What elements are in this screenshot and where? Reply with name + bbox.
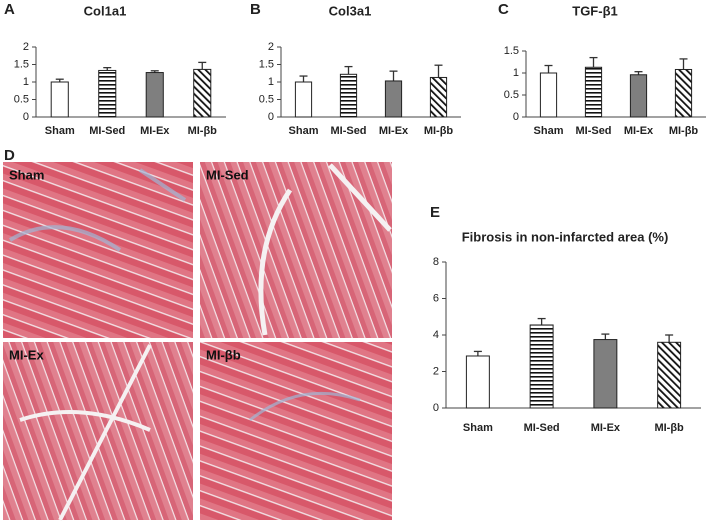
x-tick-label: MI-Ex (591, 422, 621, 434)
x-tick-label: MI-Ex (140, 125, 170, 137)
y-tick-label: 4 (433, 329, 439, 341)
bar (539, 72, 558, 118)
chart-title: Fibrosis in non-infarcted area (%) (462, 229, 669, 244)
chart-title: Col1a1 (84, 3, 127, 18)
y-tick-label: 8 (433, 256, 439, 268)
histology-panel: D Sham MI-Sed MI-Ex MI-βb (3, 147, 392, 521)
x-tick-label: Sham (45, 125, 75, 137)
y-tick-label: 1 (513, 67, 519, 79)
bar (657, 341, 682, 409)
image-label: MI-Ex (9, 347, 44, 362)
histology-texture (19, 344, 152, 521)
x-tick-label: MI-βb (188, 125, 218, 137)
x-tick-label: Sham (289, 125, 319, 137)
bar (429, 76, 448, 118)
y-tick-label: 2 (268, 41, 274, 53)
y-tick-label: 2 (23, 41, 29, 53)
x-tick-label: MI-Ex (624, 125, 654, 137)
panel-letter: D (4, 147, 15, 164)
panel-letter: C (498, 1, 509, 18)
y-tick-label: 0 (513, 111, 519, 123)
x-tick-label: MI-βb (424, 125, 454, 137)
panel-letter: A (4, 1, 15, 18)
bar (339, 73, 358, 118)
x-tick-label: MI-Ex (379, 125, 409, 137)
image-label: MI-βb (206, 347, 241, 362)
y-tick-label: 2 (433, 365, 439, 377)
y-tick-label: 6 (433, 292, 439, 304)
y-tick-label: 0 (23, 111, 29, 123)
bar (593, 339, 618, 409)
x-tick-label: MI-Sed (575, 125, 611, 137)
x-tick-label: MI-βb (669, 125, 699, 137)
bar (674, 68, 693, 118)
bar (629, 74, 648, 118)
histology-texture (249, 391, 361, 422)
x-tick-label: MI-Sed (330, 125, 366, 137)
x-tick-label: Sham (534, 125, 564, 137)
x-tick-label: MI-Sed (524, 422, 560, 434)
bar (145, 72, 164, 118)
panel-letter: B (250, 1, 261, 18)
histology-image (200, 342, 392, 520)
bar (98, 69, 117, 118)
x-tick-label: MI-Sed (89, 125, 125, 137)
y-tick-label: 0.5 (259, 93, 274, 105)
histology-image (200, 162, 392, 338)
y-tick-label: 1.5 (504, 45, 519, 57)
y-tick-label: 1 (268, 76, 274, 88)
image-label: MI-Sed (206, 167, 249, 182)
panel-letter: E (430, 204, 440, 221)
bar (294, 81, 313, 118)
y-tick-label: 0 (433, 402, 439, 414)
chart-title: Col3a1 (329, 3, 372, 18)
histology-texture (8, 168, 187, 252)
histology-texture (258, 163, 392, 336)
histology-image (3, 162, 193, 338)
bar (50, 81, 69, 118)
y-tick-label: 1 (23, 76, 29, 88)
bar (384, 80, 403, 118)
bar (584, 66, 603, 118)
y-tick-label: 1.5 (259, 58, 274, 70)
chart-title: TGF-β1 (572, 3, 618, 18)
bar (529, 324, 554, 409)
x-tick-label: MI-βb (654, 422, 684, 434)
x-tick-label: Sham (463, 422, 493, 434)
image-label: Sham (9, 167, 44, 182)
y-tick-label: 1.5 (14, 58, 29, 70)
y-tick-label: 0 (268, 111, 274, 123)
bar (193, 68, 212, 118)
y-tick-label: 0.5 (14, 93, 29, 105)
y-tick-label: 0.5 (504, 89, 519, 101)
bar (465, 355, 490, 409)
histology-image (3, 342, 193, 520)
